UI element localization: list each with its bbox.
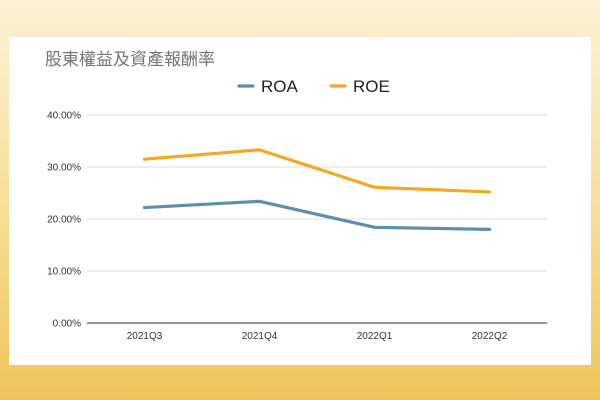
chart-card: 股東權益及資產報酬率 ROA ROE 0.00% 10.00% 20.00% 30.00…: [9, 37, 591, 365]
legend-label-roa: ROA: [261, 77, 299, 96]
chart-title: 股東權益及資產報酬率: [45, 50, 215, 70]
grid-lines: [87, 114, 547, 324]
x-axis-labels: 2021Q3 2021Q4 2022Q1 2022Q2: [127, 331, 508, 342]
y-tick-label: 0.00%: [53, 319, 81, 330]
y-tick-label: 10.00%: [47, 267, 81, 278]
legend: ROA ROE: [237, 77, 390, 96]
x-tick-label: 2022Q2: [472, 331, 508, 342]
y-tick-label: 30.00%: [47, 163, 81, 174]
series-line-roa: [142, 199, 492, 231]
series-line-roe: [142, 148, 492, 194]
y-tick-label: 40.00%: [47, 111, 81, 122]
x-tick-label: 2021Q3: [127, 331, 163, 342]
x-tick-label: 2022Q1: [357, 331, 393, 342]
x-tick-label: 2021Q4: [242, 331, 278, 342]
legend-label-roe: ROE: [353, 77, 390, 96]
y-axis-labels: 0.00% 10.00% 20.00% 30.00% 40.00%: [47, 111, 81, 330]
line-chart: ROA ROE 0.00% 10.00% 20.00% 30.00% 40.00% 202…: [47, 77, 547, 342]
series-lines: [142, 148, 492, 231]
y-tick-label: 20.00%: [47, 215, 81, 226]
